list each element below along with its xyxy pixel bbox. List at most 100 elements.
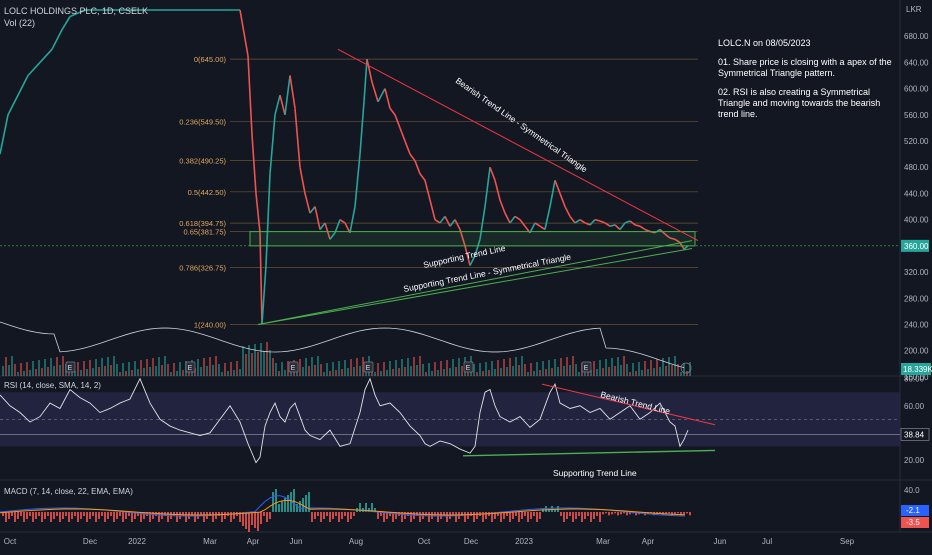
macd-histogram-bar <box>689 512 691 516</box>
volume-bar <box>509 358 511 376</box>
macd-histogram-bar <box>335 512 337 516</box>
rsi-support-line <box>462 449 716 457</box>
volume-bar <box>251 353 253 376</box>
price-segment <box>259 232 263 325</box>
volume-bar <box>95 359 97 376</box>
macd-histogram-bar <box>53 512 55 519</box>
volume-bar <box>80 370 82 376</box>
volume-bar <box>341 369 343 376</box>
volume-bar <box>203 358 205 376</box>
macd-value-badge <box>901 505 929 516</box>
price-segment <box>509 215 516 224</box>
volume-bar <box>551 368 553 376</box>
volume-bar <box>404 367 406 376</box>
price-segment <box>674 238 681 244</box>
macd-histogram-bar <box>278 504 280 512</box>
macd-histogram-bar <box>158 512 160 522</box>
volume-bar <box>443 369 445 376</box>
volume-bar <box>575 364 577 376</box>
volume-bar <box>674 356 676 376</box>
price-segment <box>0 114 9 155</box>
macd-histogram-bar <box>332 512 334 519</box>
macd-histogram-bar <box>194 512 196 522</box>
macd-histogram-bar <box>71 512 73 519</box>
earnings-marker-label: E <box>366 365 371 372</box>
price-tick-label: 640.00 <box>904 58 929 67</box>
volume-bar <box>497 360 499 376</box>
macd-histogram-bar <box>20 512 22 516</box>
volume-bar <box>593 361 595 376</box>
volume-bar <box>68 372 70 376</box>
fib-level-label: 0.618(394.75) <box>179 219 226 228</box>
macd-histogram-bar <box>371 503 373 512</box>
time-tick-label: 2023 <box>515 537 533 546</box>
macd-histogram-bar <box>266 512 268 522</box>
volume-bar <box>302 367 304 376</box>
volume-bar <box>602 368 604 376</box>
macd-histogram-bar <box>128 512 130 516</box>
volume-bar <box>314 365 316 376</box>
price-segment <box>247 55 253 135</box>
volume-bar <box>386 370 388 376</box>
volume-bar <box>452 359 454 376</box>
macd-histogram-bar <box>509 512 511 522</box>
volume-bar <box>83 361 85 376</box>
volume-bar <box>347 368 349 376</box>
volume-bar <box>620 365 622 376</box>
volume-bar <box>557 367 559 376</box>
volume-bar <box>137 369 139 376</box>
macd-histogram-bar <box>464 512 466 522</box>
macd-histogram-bar <box>293 489 295 512</box>
volume-bar <box>98 367 100 376</box>
volume-bar <box>161 365 163 376</box>
macd-histogram-bar <box>443 512 445 516</box>
volume-bar <box>8 365 10 376</box>
volume-bar <box>578 372 580 376</box>
macd-histogram-bar <box>167 512 169 522</box>
volume-bar <box>536 362 538 376</box>
volume-bar <box>629 372 631 376</box>
price-tick-label: 160.00 <box>904 373 929 382</box>
volume-bar <box>671 365 673 376</box>
volume-bar <box>254 344 256 376</box>
macd-histogram-bar <box>254 512 256 528</box>
volume-bar <box>275 363 277 376</box>
volume-bar <box>683 363 685 376</box>
volume-bar <box>665 366 667 376</box>
macd-histogram-bar <box>536 512 538 522</box>
volume-bar <box>212 365 214 376</box>
price-segment <box>624 220 631 224</box>
macd-histogram-bar <box>482 512 484 522</box>
volume-bar <box>617 357 619 376</box>
price-segment <box>664 233 671 239</box>
volume-bar <box>362 357 364 376</box>
fib-level-label: 0(645.00) <box>194 55 227 64</box>
macd-histogram-bar <box>131 512 133 522</box>
macd-histogram-bar <box>26 512 28 519</box>
price-tick-label: 480.00 <box>904 163 929 172</box>
macd-histogram-bar <box>134 512 136 519</box>
volume-bar <box>491 361 493 376</box>
macd-histogram-bar <box>107 512 109 519</box>
price-segment <box>454 219 461 230</box>
macd-histogram-bar <box>137 512 139 516</box>
macd-histogram-bar <box>518 512 520 522</box>
volume-bar <box>572 356 574 376</box>
volume-bar <box>668 357 670 376</box>
volume-bar <box>542 361 544 376</box>
volume-bar <box>182 370 184 376</box>
price-tick-label: 400.00 <box>904 216 929 225</box>
volume-bar <box>77 362 79 376</box>
price-segment <box>239 9 249 56</box>
time-tick-label: Jul <box>762 537 772 546</box>
volume-bar <box>38 360 40 376</box>
macd-histogram-bar <box>86 512 88 522</box>
macd-histogram-bar <box>548 509 550 512</box>
macd-histogram-bar <box>257 512 259 531</box>
volume-bar <box>209 357 211 376</box>
price-tick-label: 280.00 <box>904 294 929 303</box>
macd-histogram-bar <box>14 512 16 522</box>
macd-histogram-bar <box>62 512 64 519</box>
